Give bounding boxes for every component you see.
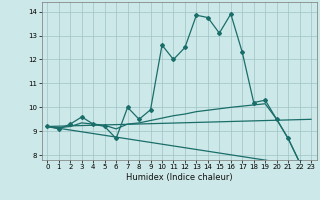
X-axis label: Humidex (Indice chaleur): Humidex (Indice chaleur) (126, 173, 233, 182)
